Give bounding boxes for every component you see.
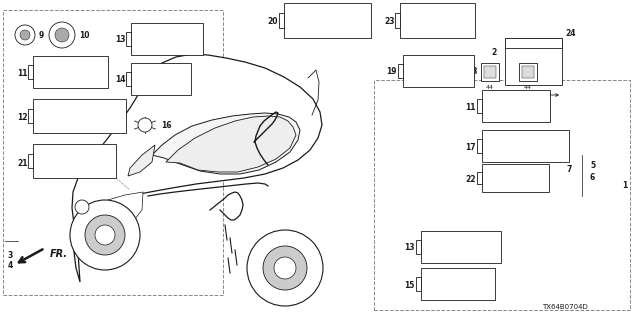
Bar: [284, 3, 371, 38]
Text: 11: 11: [465, 102, 476, 111]
Bar: [279, 13, 284, 28]
Bar: [477, 139, 482, 153]
Bar: [126, 72, 131, 86]
Bar: [403, 55, 474, 87]
Text: 2: 2: [492, 48, 497, 57]
Bar: [416, 277, 421, 291]
Polygon shape: [128, 145, 155, 176]
Text: 18: 18: [504, 68, 515, 76]
Text: 13: 13: [115, 36, 126, 44]
Text: 9: 9: [403, 22, 407, 27]
Text: FR.: FR.: [50, 249, 68, 259]
Bar: [33, 56, 108, 88]
Text: 17: 17: [465, 142, 476, 151]
Text: 130: 130: [508, 169, 523, 178]
Bar: [126, 32, 131, 46]
Bar: [482, 90, 550, 122]
Circle shape: [85, 215, 125, 255]
Text: 13: 13: [404, 244, 415, 252]
Bar: [416, 240, 421, 254]
Bar: [421, 268, 495, 300]
Text: 159: 159: [320, 10, 335, 19]
Text: 164 5: 164 5: [427, 10, 449, 19]
Text: 9: 9: [39, 30, 44, 39]
Circle shape: [15, 25, 35, 45]
Text: 164 5: 164 5: [156, 28, 178, 37]
Circle shape: [49, 22, 75, 48]
Text: 6: 6: [590, 173, 595, 182]
Bar: [28, 65, 33, 79]
Circle shape: [75, 200, 89, 214]
Circle shape: [20, 30, 30, 40]
Text: 15: 15: [404, 281, 415, 290]
Text: 9: 9: [36, 114, 40, 119]
Bar: [477, 99, 482, 113]
Text: 190 5: 190 5: [515, 135, 536, 144]
Text: 4: 4: [8, 260, 13, 269]
Bar: [131, 23, 203, 55]
Circle shape: [95, 225, 115, 245]
Bar: [519, 63, 537, 81]
Bar: [482, 164, 549, 192]
Text: 159: 159: [67, 150, 82, 159]
Bar: [481, 63, 499, 81]
Bar: [484, 66, 496, 78]
Text: 8: 8: [472, 68, 477, 76]
Text: 140 9: 140 9: [447, 273, 469, 282]
Bar: [400, 3, 475, 38]
Text: 140 3: 140 3: [428, 60, 449, 69]
Text: 14: 14: [115, 76, 126, 84]
Polygon shape: [166, 116, 296, 172]
Text: 164 5: 164 5: [450, 236, 472, 245]
Bar: [482, 130, 569, 162]
Text: 7: 7: [566, 165, 572, 174]
Text: TX64B0704D: TX64B0704D: [542, 304, 588, 310]
Bar: [398, 64, 403, 78]
Bar: [395, 13, 400, 28]
Circle shape: [274, 257, 296, 279]
Text: 19: 19: [387, 68, 397, 76]
Polygon shape: [90, 192, 143, 238]
Circle shape: [138, 118, 152, 132]
Polygon shape: [72, 54, 322, 282]
Circle shape: [55, 28, 69, 42]
Text: 16: 16: [161, 121, 172, 130]
Bar: [374, 80, 630, 310]
Bar: [28, 154, 33, 168]
Text: 100 1: 100 1: [60, 61, 81, 70]
Bar: [505, 38, 562, 85]
Circle shape: [247, 230, 323, 306]
Text: 20: 20: [268, 18, 278, 27]
Bar: [3, 10, 223, 295]
Text: 1: 1: [622, 180, 627, 189]
Text: 44: 44: [486, 85, 494, 90]
Text: 24: 24: [565, 28, 575, 37]
Text: 22: 22: [465, 175, 476, 185]
Bar: [28, 109, 33, 123]
Polygon shape: [152, 113, 300, 174]
Text: 100 1: 100 1: [150, 68, 172, 77]
Text: 23: 23: [385, 18, 395, 27]
Bar: [131, 63, 191, 95]
Text: 3: 3: [8, 252, 13, 260]
Bar: [33, 99, 126, 133]
Text: 100 1: 100 1: [505, 95, 527, 104]
Bar: [522, 66, 534, 78]
Text: 5: 5: [590, 161, 595, 170]
Bar: [505, 38, 562, 48]
Text: 164 5: 164 5: [68, 102, 90, 111]
Bar: [421, 231, 501, 263]
Text: 21: 21: [17, 158, 28, 167]
Text: 122 5: 122 5: [523, 98, 544, 107]
Text: 12: 12: [17, 114, 28, 123]
Text: 10: 10: [79, 30, 90, 39]
Bar: [477, 172, 482, 184]
Text: 11: 11: [17, 68, 28, 77]
Text: 44: 44: [524, 85, 532, 90]
Circle shape: [70, 200, 140, 270]
Circle shape: [263, 246, 307, 290]
Bar: [33, 144, 116, 178]
